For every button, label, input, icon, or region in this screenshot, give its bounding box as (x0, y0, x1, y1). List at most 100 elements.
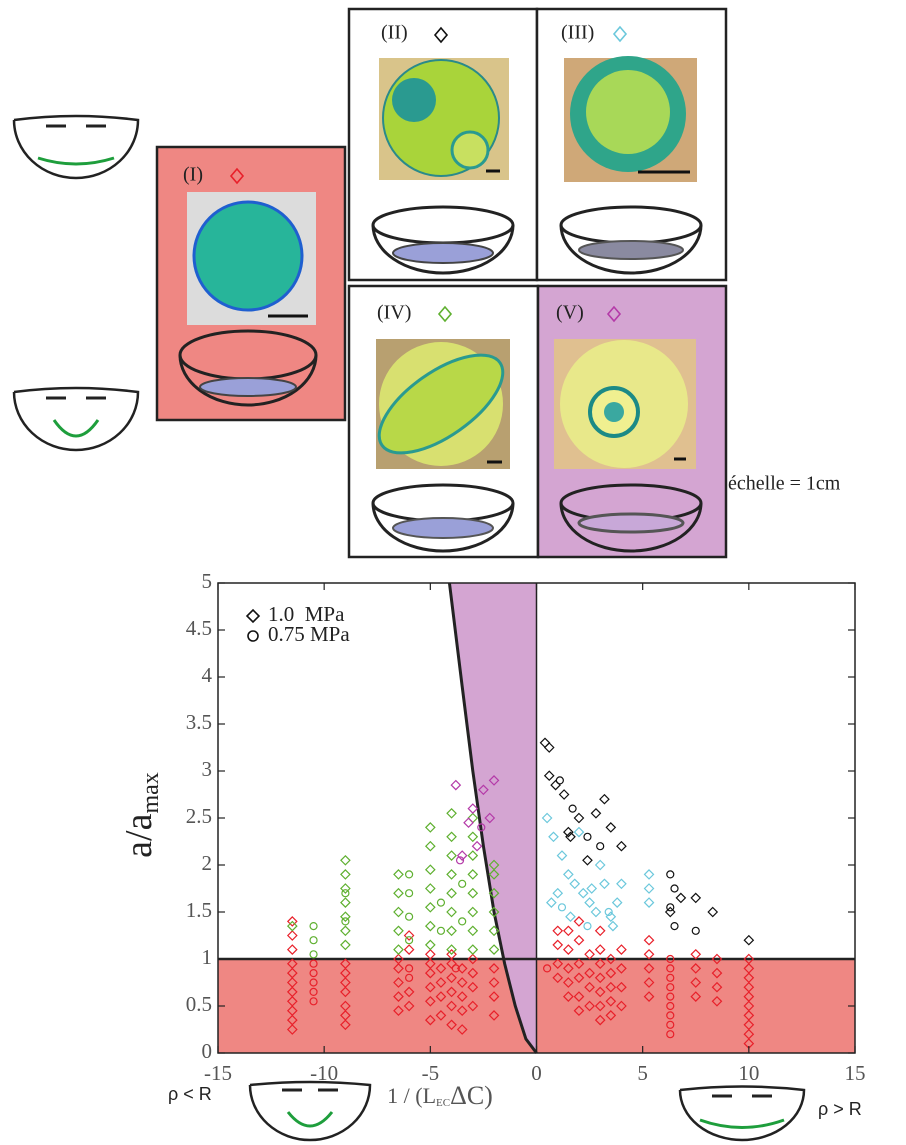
point (403, 944, 415, 955)
x-tick-label: 15 (845, 1061, 866, 1085)
point (584, 967, 595, 979)
point (467, 850, 479, 861)
point (670, 921, 679, 931)
point (488, 963, 500, 974)
y-tick-label: 2 (202, 851, 213, 875)
photo (379, 58, 509, 180)
panel-marker (433, 26, 449, 44)
point (446, 887, 457, 899)
point (563, 826, 574, 838)
point (666, 903, 675, 912)
point (477, 823, 486, 832)
point (563, 963, 574, 974)
point (690, 892, 702, 904)
point (711, 953, 723, 965)
point (446, 906, 457, 918)
point (467, 967, 479, 979)
point (405, 889, 414, 898)
point (484, 812, 496, 824)
point (573, 934, 585, 946)
point (340, 897, 351, 908)
point (403, 986, 415, 998)
point (456, 991, 468, 1002)
point (643, 934, 655, 946)
point (539, 737, 551, 749)
point (552, 887, 564, 899)
photo (554, 339, 696, 469)
point (446, 869, 457, 880)
point (286, 920, 298, 932)
point (446, 1000, 457, 1012)
point (599, 793, 610, 805)
point (340, 958, 351, 970)
point (563, 925, 574, 937)
point (666, 1020, 675, 1029)
point (616, 878, 627, 890)
point (555, 776, 564, 785)
point (643, 883, 655, 894)
point (286, 1005, 298, 1017)
point (594, 859, 606, 871)
point (393, 1005, 404, 1017)
point (488, 944, 500, 955)
region (449, 583, 537, 1053)
y-axis-label: a/amax (118, 772, 164, 858)
point (458, 917, 467, 926)
point (450, 779, 462, 791)
point (424, 864, 436, 876)
point (393, 887, 404, 899)
point (541, 812, 553, 824)
point (286, 977, 298, 988)
point (309, 997, 318, 1006)
point (743, 1000, 755, 1012)
point (488, 887, 500, 899)
point (403, 1000, 415, 1012)
point (743, 934, 755, 946)
point (309, 978, 318, 987)
photo (187, 192, 316, 325)
point (424, 958, 436, 970)
point (340, 1000, 351, 1012)
point (666, 1001, 675, 1011)
y-tick-label: 3 (202, 757, 213, 781)
point (451, 964, 460, 973)
point (340, 1010, 351, 1021)
point (643, 963, 655, 974)
point (405, 964, 414, 973)
point (309, 950, 318, 959)
panel-marker (606, 305, 622, 323)
point (488, 869, 500, 880)
panel-label: (IV) (377, 302, 411, 324)
x-axis-label: 1 / (LECΔC) (387, 1081, 493, 1110)
point (691, 926, 700, 935)
point (607, 920, 619, 932)
point (393, 925, 404, 937)
point (743, 1028, 755, 1040)
point (573, 972, 585, 984)
point (340, 986, 351, 998)
point (488, 991, 500, 1002)
y-tick-label: 1 (202, 945, 213, 969)
point (467, 831, 479, 843)
point (594, 1000, 606, 1012)
point (599, 878, 610, 890)
point (743, 1010, 755, 1021)
point (435, 1010, 447, 1021)
point (743, 1019, 755, 1031)
point (446, 925, 457, 937)
point (393, 944, 404, 955)
point (403, 930, 415, 941)
point (543, 770, 555, 782)
point (340, 939, 351, 951)
x-tick-label: -15 (204, 1061, 232, 1085)
point (405, 912, 414, 921)
point (286, 916, 298, 927)
point (605, 981, 617, 993)
point (467, 944, 479, 955)
point (605, 822, 617, 833)
point (424, 920, 436, 932)
legend-label: 0.75 MPa (268, 622, 350, 646)
x-tick-label: 5 (637, 1061, 648, 1085)
panel-marker (437, 305, 453, 323)
point (605, 967, 617, 979)
